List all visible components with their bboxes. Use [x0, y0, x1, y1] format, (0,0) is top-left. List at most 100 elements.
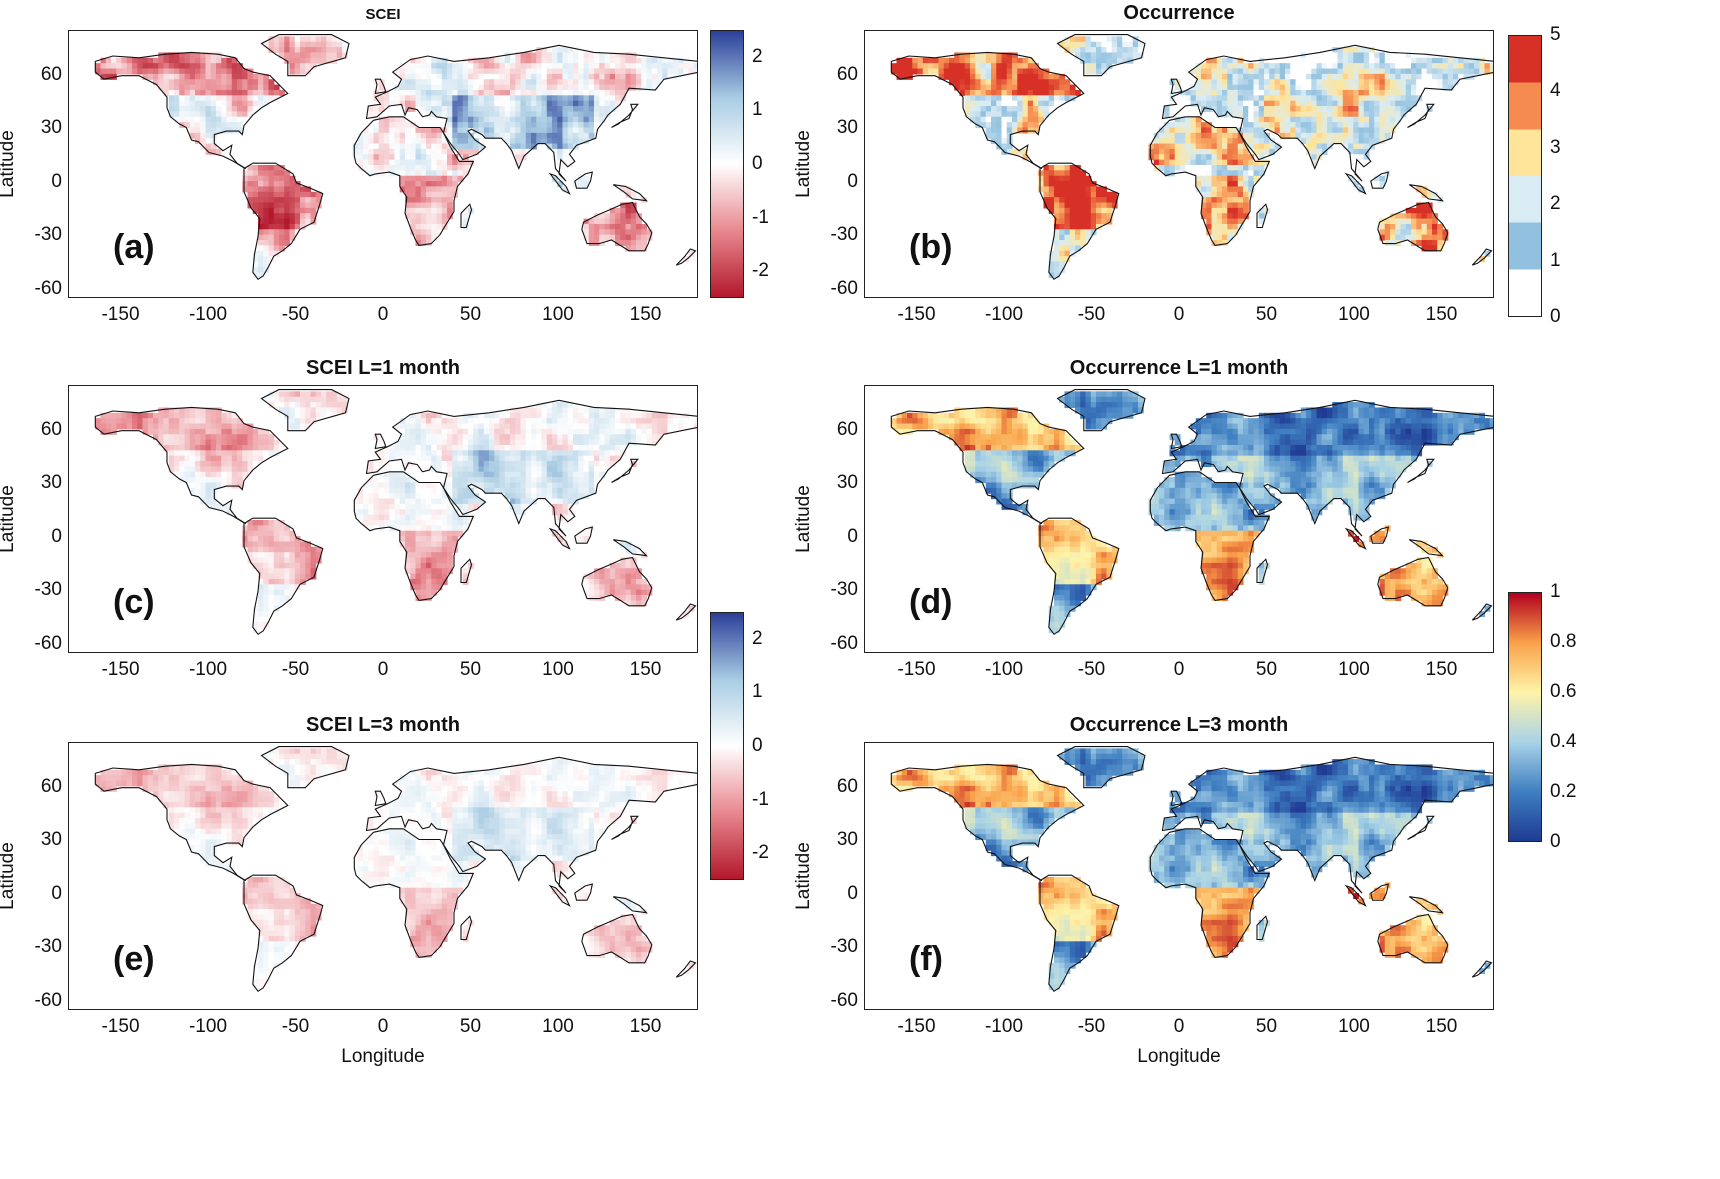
occurrence-colorbar	[1508, 35, 1542, 317]
coastline-australia	[1377, 201, 1449, 252]
scei-colorbar-lower-tick: 2	[752, 627, 763, 649]
x-tick-label: 100	[542, 659, 574, 680]
y-tick-label: -60	[34, 278, 62, 300]
coastline-eurasia	[1161, 756, 1493, 894]
x-tick-label: 50	[1255, 1016, 1278, 1037]
coastline-greenland	[260, 746, 350, 789]
coastline-africa	[353, 471, 475, 601]
y-tick-label: 60	[836, 63, 858, 85]
occurrence-colorbar-tick: 0	[1550, 306, 1561, 327]
probability-colorbar	[1508, 592, 1542, 842]
panel-b-title: Occurrence	[1123, 2, 1235, 24]
y-tick-label: -30	[34, 579, 62, 601]
coastline-australia	[581, 556, 653, 607]
y-tick-label: -60	[34, 990, 62, 1012]
x-tick-label: 150	[629, 304, 662, 325]
coastline-eurasia	[1161, 44, 1493, 182]
x-axis-label: Longitude	[1137, 1046, 1221, 1067]
y-tick-label: 0	[847, 525, 858, 547]
y-tick-label: -30	[830, 936, 858, 958]
coastline-sumatra	[1344, 527, 1367, 550]
coastline-north-america	[94, 51, 289, 170]
y-axis-label: Latitude	[793, 130, 814, 198]
coastline-sumatra	[548, 884, 571, 907]
coastline-africa	[353, 116, 475, 246]
map-field-a	[95, 36, 697, 279]
probability-colorbar-tick: 0.2	[1550, 781, 1577, 802]
x-tick-label: 0	[1173, 1016, 1185, 1037]
coastline-australia	[581, 201, 653, 252]
map-canvas-c	[94, 389, 697, 636]
coastline-japan	[1407, 815, 1435, 840]
coastline-eurasia	[1161, 399, 1493, 537]
x-tick-label: 100	[542, 304, 574, 325]
coastline-new-zealand	[1471, 960, 1493, 978]
coastline-australia	[1377, 913, 1449, 964]
x-tick-label: 150	[1425, 659, 1458, 680]
coastline-north-america	[94, 763, 289, 882]
x-tick-label: 0	[377, 659, 389, 680]
x-tick-label: -150	[101, 304, 140, 325]
y-tick-label: 30	[40, 829, 62, 851]
coastline-madagascar	[460, 915, 473, 941]
y-axis-label: Latitude	[793, 842, 814, 910]
coastlines-d	[890, 389, 1493, 636]
y-tick-label: -30	[830, 579, 858, 601]
x-tick-label: 50	[1255, 659, 1278, 680]
x-tick-label: 0	[1173, 304, 1185, 325]
x-tick-label: 0	[377, 304, 389, 325]
coastline-new-zealand	[1471, 248, 1493, 266]
y-tick-label: 0	[51, 882, 62, 904]
y-axis-label: Latitude	[0, 485, 18, 553]
coastline-south-america	[1039, 874, 1120, 993]
coastline-new-guinea	[612, 184, 649, 202]
y-tick-label: -60	[830, 990, 858, 1012]
y-tick-label: -30	[34, 224, 62, 246]
coastline-borneo	[1370, 171, 1390, 189]
coastline-uk	[1170, 433, 1183, 450]
coastline-north-america	[890, 406, 1085, 525]
x-tick-label: 150	[629, 1016, 662, 1037]
x-tick-label: -50	[1077, 1016, 1106, 1037]
coastline-borneo	[1370, 526, 1390, 544]
coastline-sumatra	[1344, 884, 1367, 907]
coastline-new-guinea	[1408, 896, 1445, 914]
y-tick-label: 0	[51, 525, 62, 547]
coastlines-b	[890, 34, 1493, 281]
x-tick-label: -50	[281, 659, 310, 680]
x-tick-label: 50	[459, 659, 482, 680]
x-tick-label: -100	[188, 659, 228, 680]
coastlines-f	[890, 746, 1493, 993]
coastline-north-america	[94, 406, 289, 525]
coastline-greenland	[1056, 34, 1146, 77]
panel-d-title: Occurrence L=1 month	[1069, 357, 1289, 379]
x-tick-label: -100	[984, 659, 1024, 680]
coastline-greenland	[260, 389, 350, 432]
coastline-japan	[1407, 103, 1435, 128]
x-tick-label: 100	[1338, 304, 1370, 325]
coastline-japan	[1407, 458, 1435, 483]
coastline-uk	[374, 790, 387, 807]
scei-colorbar-top-tick: 1	[752, 99, 763, 121]
coastline-sumatra	[548, 172, 571, 195]
y-tick-label: 30	[836, 472, 858, 494]
x-tick-label: 0	[1173, 659, 1185, 680]
coastlines-c	[94, 389, 697, 636]
y-tick-label: -60	[34, 633, 62, 655]
panel-label-b: (b)	[909, 228, 953, 266]
y-tick-label: -60	[830, 278, 858, 300]
map-canvas-e	[94, 746, 697, 993]
coastline-uk	[1170, 78, 1183, 95]
coastline-new-guinea	[1408, 184, 1445, 202]
coastline-japan	[611, 103, 639, 128]
coastlines-a	[94, 34, 697, 281]
panel-e-title: SCEI L=3 month	[306, 714, 460, 736]
coastline-africa	[1149, 471, 1271, 601]
map-panel-f	[864, 742, 1494, 1010]
map-canvas-a	[94, 34, 697, 281]
coastline-australia	[1377, 556, 1449, 607]
y-tick-label: 0	[51, 170, 62, 192]
coastline-south-america	[243, 162, 324, 281]
y-tick-label: -30	[830, 224, 858, 246]
x-tick-label: 50	[459, 304, 482, 325]
